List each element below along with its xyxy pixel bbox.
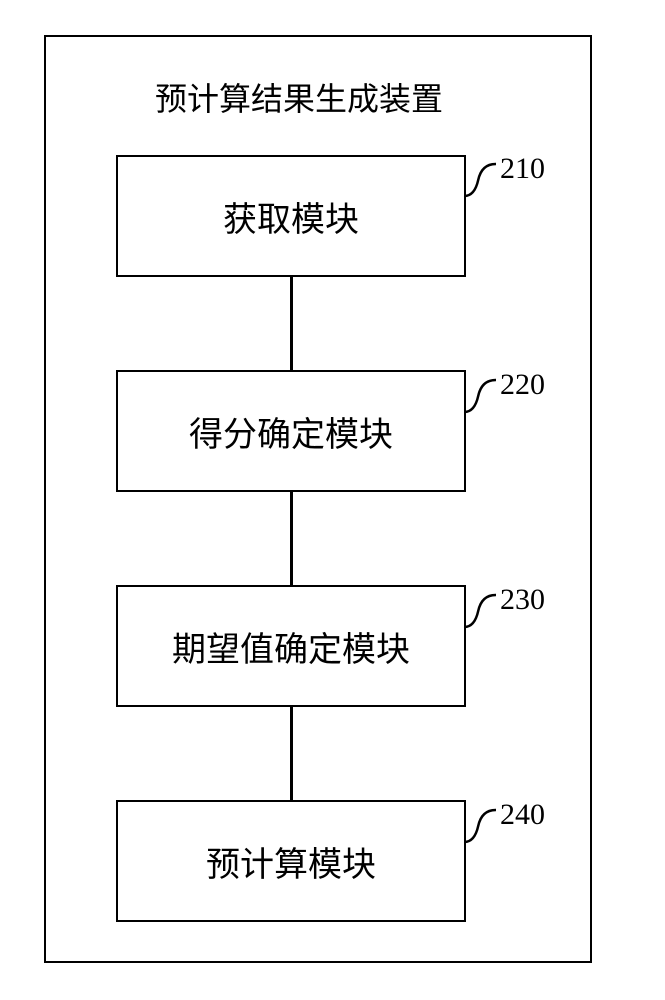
- module-box-1: 获取模块: [116, 155, 466, 277]
- ref-number-4: 240: [500, 798, 545, 832]
- connector-line-1: [290, 277, 293, 370]
- bracket-curve-2: [462, 378, 498, 414]
- module-box-4: 预计算模块: [116, 800, 466, 922]
- ref-number-3: 230: [500, 583, 545, 617]
- connector-line-2: [290, 492, 293, 585]
- ref-number-2: 220: [500, 368, 545, 402]
- ref-number-1: 210: [500, 152, 545, 186]
- connector-line-3: [290, 707, 293, 800]
- bracket-curve-3: [462, 593, 498, 629]
- bracket-curve-4: [462, 808, 498, 844]
- module-box-2: 得分确定模块: [116, 370, 466, 492]
- diagram-title: 预计算结果生成装置: [155, 74, 443, 120]
- bracket-curve-1: [462, 162, 498, 198]
- module-box-3: 期望值确定模块: [116, 585, 466, 707]
